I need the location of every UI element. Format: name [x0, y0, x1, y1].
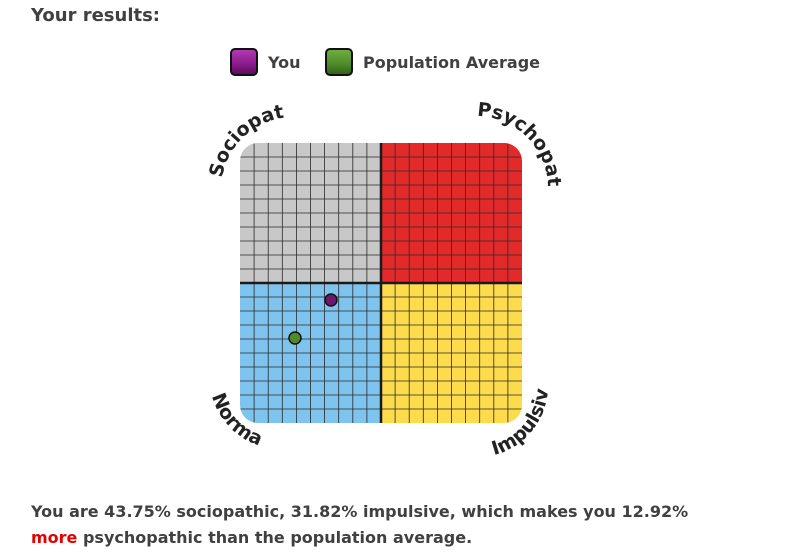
- chart-legend: You Population Average: [0, 48, 786, 80]
- summary-part1: You are 43.75% sociopathic, 31.82% impul…: [31, 502, 689, 521]
- marker-average: [288, 331, 302, 345]
- label-normal: Normal: [0, 0, 266, 450]
- results-title: Your results:: [31, 5, 161, 26]
- legend-you-label: You: [268, 52, 301, 72]
- marker-you: [324, 293, 338, 307]
- summary-part2: psychopathic than the population average…: [77, 528, 473, 547]
- summary-highlight: more: [31, 528, 78, 547]
- quadrant-grid: [240, 143, 522, 423]
- legend-average-label: Population Average: [363, 52, 541, 72]
- legend-swatch-you: [230, 48, 258, 76]
- legend-swatch-average: [325, 48, 353, 76]
- results-summary: You are 43.75% sociopathic, 31.82% impul…: [31, 499, 731, 551]
- legend-average: Population Average: [325, 48, 540, 76]
- legend-you: You: [230, 48, 301, 76]
